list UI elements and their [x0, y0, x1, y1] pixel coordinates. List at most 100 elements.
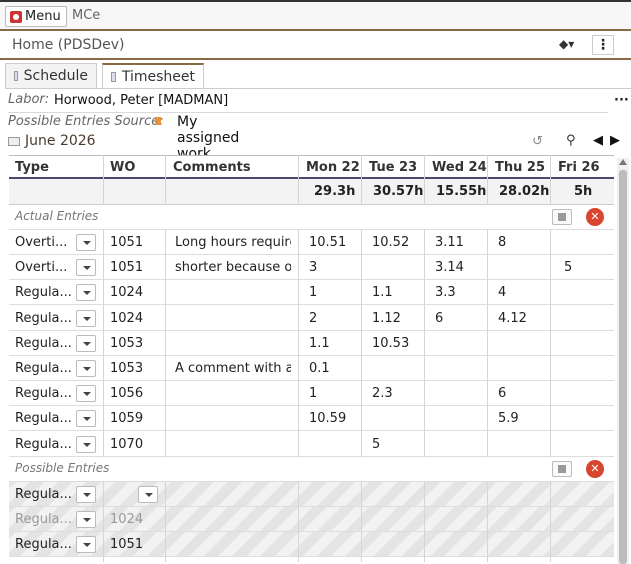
wo-cell[interactable]: 1024 [110, 310, 144, 326]
menu-label: Menu [25, 9, 61, 24]
type-dropdown-icon[interactable] [76, 234, 96, 251]
hours-cell[interactable]: 10.52 [372, 235, 410, 250]
table-row: Overti... 1051 shorter because of 3 3.14 5 [9, 255, 614, 281]
tab-schedule[interactable]: Schedule [5, 63, 97, 88]
type-cell[interactable]: Regula... [15, 386, 71, 402]
labor-more-icon[interactable]: ··· [614, 93, 629, 108]
type-dropdown-icon[interactable] [76, 334, 96, 352]
type-dropdown-icon[interactable] [76, 309, 96, 327]
header-day[interactable]: Tue 23 [369, 160, 418, 175]
type-dropdown-icon[interactable] [76, 486, 96, 503]
hours-cell[interactable]: 10.51 [309, 235, 347, 250]
header-wo[interactable]: WO [110, 160, 136, 175]
type-cell[interactable]: Regula... [15, 537, 71, 553]
wo-cell[interactable]: 1070 [110, 436, 144, 452]
type-cell[interactable]: Overti... [15, 260, 68, 276]
wo-cell[interactable]: 1053 [110, 335, 144, 351]
hours-cell[interactable]: 1.1 [309, 335, 330, 351]
hours-cell[interactable]: 5.9 [498, 411, 519, 427]
hours-cell[interactable]: 3.11 [435, 235, 464, 250]
type-dropdown-icon[interactable] [76, 511, 96, 529]
hours-cell[interactable]: 3.3 [435, 285, 456, 301]
table-row: Regula... 1024 1 1.1 3.3 4 [9, 280, 614, 306]
column-divider [550, 230, 551, 457]
wo-cell[interactable]: 1024 [110, 285, 144, 301]
pin-icon [155, 117, 161, 125]
type-dropdown-icon[interactable] [76, 435, 96, 453]
header-day[interactable]: Fri 26 [558, 160, 600, 175]
refresh-icon[interactable]: ↺ [532, 134, 543, 149]
header-comments[interactable]: Comments [173, 160, 251, 175]
type-dropdown-icon[interactable] [76, 360, 96, 377]
comment-cell[interactable]: shorter because of [175, 260, 291, 276]
wo-cell[interactable]: 1056 [110, 386, 144, 402]
delete-icon[interactable]: ✕ [586, 208, 604, 226]
month-label[interactable]: June 2026 [25, 133, 96, 149]
type-cell[interactable]: Regula... [15, 436, 71, 452]
location-pin-icon[interactable]: ⚲ [566, 133, 576, 148]
hours-cell[interactable]: 6 [435, 310, 444, 326]
type-cell[interactable]: Regula... [15, 310, 71, 326]
more-options-button[interactable]: ⋮ [592, 35, 614, 55]
hours-cell[interactable]: 3 [309, 260, 318, 276]
day-total: 30.57h [373, 184, 424, 199]
type-dropdown-icon[interactable] [76, 410, 96, 428]
hours-cell[interactable]: 2 [309, 310, 318, 326]
next-week-icon[interactable]: ▶ [610, 133, 620, 148]
hours-cell[interactable]: 5 [372, 436, 381, 452]
hours-cell[interactable]: 10.59 [309, 411, 347, 427]
menu-button[interactable]: Menu [5, 6, 67, 27]
save-icon[interactable] [552, 209, 572, 225]
wo-cell[interactable]: 1024 [110, 512, 144, 528]
scrollbar-thumb[interactable] [619, 170, 627, 564]
scroll-up-icon[interactable] [619, 159, 627, 165]
previous-week-icon[interactable]: ◀ [593, 133, 603, 148]
type-cell[interactable]: Overti... [15, 235, 68, 250]
labor-field[interactable]: Labor: Horwood, Peter [MADMAN] [8, 92, 608, 113]
hours-cell[interactable]: 1 [309, 285, 318, 301]
wo-cell[interactable]: 1053 [110, 361, 144, 376]
wo-dropdown-icon[interactable] [138, 486, 158, 503]
column-divider [361, 155, 362, 205]
wo-cell[interactable]: 1051 [110, 235, 144, 250]
hours-cell[interactable]: 1.12 [372, 310, 401, 326]
column-divider [103, 230, 104, 457]
hours-cell[interactable]: 10.53 [372, 335, 410, 351]
type-cell[interactable]: Regula... [15, 411, 71, 427]
table-row: Overti... 1051 Long hours required 10.51 10.… [9, 230, 614, 255]
type-cell[interactable]: Regula... [15, 361, 71, 376]
type-dropdown-icon[interactable] [76, 284, 96, 302]
header-day[interactable]: Wed 24 [432, 160, 487, 175]
save-icon[interactable] [552, 460, 572, 477]
type-dropdown-icon[interactable] [76, 385, 96, 403]
hours-cell[interactable]: 4 [498, 285, 507, 301]
type-cell[interactable]: Regula... [15, 512, 71, 528]
type-cell[interactable]: Regula... [15, 335, 71, 351]
hours-cell[interactable]: 2.3 [372, 386, 393, 402]
hours-cell[interactable]: 1 [309, 386, 318, 402]
wo-cell[interactable]: 1059 [110, 411, 144, 427]
tab-timesheet[interactable]: Timesheet [102, 63, 204, 88]
app-title: MCe [72, 8, 101, 23]
hours-cell[interactable]: 6 [498, 386, 507, 402]
type-dropdown-icon[interactable] [76, 536, 96, 554]
wo-cell[interactable]: 1051 [110, 260, 144, 276]
comment-cell[interactable]: A comment with a r [175, 361, 291, 376]
header-day[interactable]: Thu 25 [495, 160, 545, 175]
type-cell[interactable]: Regula... [15, 487, 71, 502]
hours-cell[interactable]: 4.12 [498, 310, 527, 326]
header-type[interactable]: Type [15, 160, 49, 175]
comment-cell[interactable]: Long hours required [175, 235, 291, 250]
wo-cell[interactable]: 1051 [110, 537, 144, 553]
hours-cell[interactable]: 1.1 [372, 285, 393, 301]
header-day[interactable]: Mon 22 [306, 160, 360, 175]
type-dropdown-icon[interactable] [76, 259, 96, 277]
hours-cell[interactable]: 5 [564, 260, 573, 276]
hours-cell[interactable]: 0.1 [309, 361, 330, 376]
sort-toggle-icon[interactable]: ◆▾ [559, 37, 575, 51]
delete-icon[interactable]: ✕ [586, 459, 604, 478]
type-cell[interactable]: Regula... [15, 285, 71, 301]
column-divider [487, 155, 488, 205]
hours-cell[interactable]: 3.14 [435, 260, 464, 276]
hours-cell[interactable]: 8 [498, 235, 507, 250]
